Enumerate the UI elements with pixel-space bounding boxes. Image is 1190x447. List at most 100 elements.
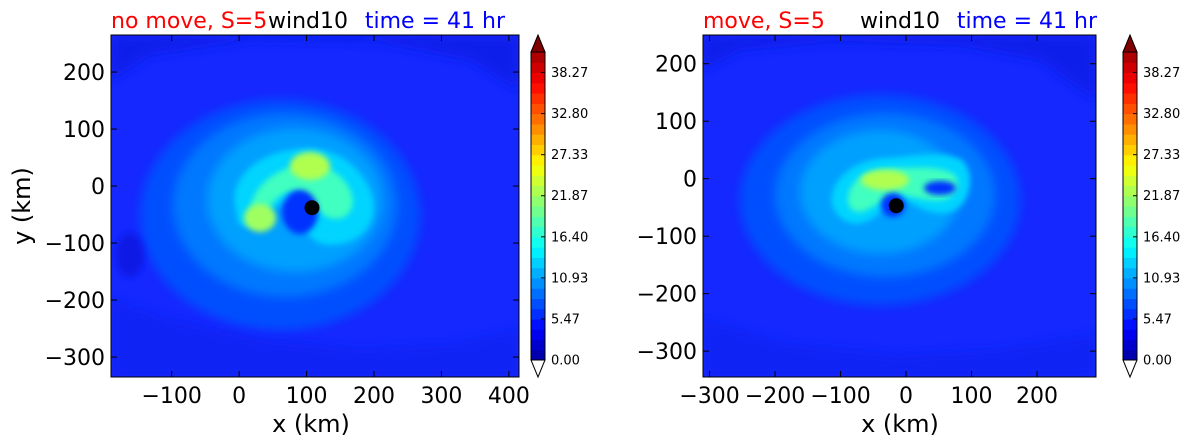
panel2-colorbar-level	[1123, 144, 1137, 156]
panel2-y-tick-label: −100	[637, 225, 697, 250]
panel2-colorbar-level	[1123, 216, 1137, 228]
panel2-title-center: wind10	[860, 9, 940, 34]
panel1-title-left: no move, S=5	[111, 9, 267, 34]
panel1-colorbar-level	[531, 206, 545, 217]
panel1-colorbar-level	[531, 175, 545, 187]
panel1-plot-frame	[110, 34, 520, 378]
panel1-colorbar-level	[531, 123, 545, 135]
panel2-colorbar-level	[1123, 134, 1137, 145]
panel1-y-tick-label: 100	[63, 118, 105, 143]
panel1-colorbar-level	[531, 72, 545, 84]
panel2-colorbar-level	[1123, 206, 1137, 217]
panel2-colorbar-level	[1123, 247, 1137, 258]
panel1-colorbar-level	[531, 277, 545, 289]
panel2-x-tick-label: −300	[679, 384, 739, 409]
panel2-colorbar-tick-label: 5.47	[1143, 312, 1172, 327]
panel1-x-tick-label: 0	[232, 384, 246, 409]
panel2-title-right: time = 41 hr	[957, 9, 1098, 34]
panel1-colorbar: 0.00 5.47 10.93 16.40 21.87 27.33 32.80 38.27	[530, 33, 588, 379]
panel1-colorbar-level	[531, 113, 545, 125]
panel2-x-tick-label: 100	[951, 384, 993, 409]
panel2-colorbar-level	[1123, 123, 1137, 135]
panel1-colorbar-level	[531, 62, 545, 74]
panel2-colorbar-tick-label: 16.40	[1143, 230, 1180, 245]
panel2-colorbar-level	[1123, 154, 1137, 166]
panel2-colorbar-level	[1123, 257, 1137, 269]
panel2-colorbar-level	[1123, 318, 1137, 330]
panel1-colorbar-level	[531, 216, 545, 228]
panel1-colorbar-tick-label: 5.47	[551, 312, 580, 327]
panel1-colorbar-level	[531, 52, 545, 63]
panel2-colorbar-level	[1123, 195, 1137, 207]
panel1-y-tick-label: −100	[45, 232, 105, 257]
panel1-colorbar-level	[531, 329, 545, 341]
panel2-wind-field	[703, 35, 1096, 377]
panel2-colorbar-level	[1123, 52, 1137, 63]
panel2-colorbar-level	[1123, 82, 1137, 94]
panel2-colorbar-tick-label: 32.80	[1143, 107, 1180, 122]
panel2-colorbar-level	[1123, 288, 1137, 299]
panel1-colorbar-level	[531, 195, 545, 207]
panel1-colorbar-level	[531, 185, 545, 197]
panel2-colorbar-level	[1123, 236, 1137, 248]
panel1-x-tick-label: 100	[286, 384, 328, 409]
panel2-colorbar-level	[1123, 113, 1137, 125]
panel2-colorbar-level	[1123, 329, 1137, 341]
panel1-colorbar-level	[531, 318, 545, 330]
panel2-colorbar-frame	[1122, 51, 1138, 361]
panel1-colorbar-level	[531, 82, 545, 94]
panel2-x-axis-label: x (km)	[861, 410, 939, 438]
panel1-x-tick-label: 400	[488, 384, 530, 409]
panel1-wind-field	[111, 35, 519, 377]
panel2-colorbar-level	[1123, 93, 1137, 104]
panel1-colorbar-level	[531, 288, 545, 299]
panel2-colorbar-tick-label: 27.33	[1143, 148, 1180, 163]
panel1-colorbar-level	[531, 298, 545, 310]
panel2-title-left: move, S=5	[703, 9, 825, 34]
panel1-colorbar-tick-label: 16.40	[551, 230, 588, 245]
panel2-colorbar-level	[1123, 226, 1137, 238]
panel1-colorbar-level	[531, 93, 545, 104]
panel2-storm-center-marker	[888, 198, 904, 214]
panel1-y-tick-label: 0	[91, 175, 105, 200]
panel1-colorbar-tick-label: 27.33	[551, 148, 588, 163]
panel1-colorbar-level	[531, 308, 545, 320]
panel1-title-right: time = 41 hr	[365, 9, 506, 34]
panel1-colorbar-tick-label: 38.27	[551, 66, 588, 81]
panel1-colorbar-tick-label: 21.87	[551, 189, 588, 204]
panel2-x-tick-label: 200	[1016, 384, 1058, 409]
panel1-colorbar-level	[531, 226, 545, 238]
panel2-colorbar-level	[1123, 72, 1137, 84]
panel1-colorbar-extend-max	[530, 33, 546, 53]
panel1-x-axis-label: x (km)	[272, 410, 350, 438]
panel1-colorbar-extend-min	[530, 359, 546, 379]
panel1-axes: −100 0 100 200 300 400 200 100 0 −100 −200 −300	[45, 35, 530, 409]
panel2-colorbar-level	[1123, 277, 1137, 289]
panel2-colorbar-level	[1123, 62, 1137, 74]
panel2-x-tick-label: −200	[745, 384, 805, 409]
panel1-colorbar-level	[531, 339, 545, 351]
panel1-colorbar-level	[531, 247, 545, 258]
panel2-colorbar-level	[1123, 103, 1137, 115]
panel1-colorbar-level	[531, 134, 545, 145]
panel-move: move, S=5 wind10 time = 41 hr −300 −200 −1…	[637, 9, 1181, 438]
panel1-colorbar-level	[531, 154, 545, 166]
panel2-colorbar-tick-label: 21.87	[1143, 189, 1180, 204]
panel1-x-tick-label: 200	[353, 384, 395, 409]
panel1-y-axis-label: y (km)	[8, 167, 36, 245]
panel1-colorbar-level	[531, 103, 545, 115]
panel1-y-tick-label: −300	[45, 346, 105, 371]
panel2-y-tick-label: −300	[637, 340, 697, 365]
panel2-colorbar-level	[1123, 349, 1137, 361]
panel2-plot-frame	[702, 34, 1097, 378]
panel1-colorbar-level	[531, 144, 545, 156]
panel1-y-tick-label: −200	[45, 289, 105, 314]
panel2-colorbar-level	[1123, 298, 1137, 310]
panel2-colorbar-level	[1123, 339, 1137, 351]
panel2-y-tick-label: 0	[683, 168, 697, 193]
panel1-y-tick-label: 200	[63, 61, 105, 86]
panel2-colorbar-level	[1123, 308, 1137, 320]
panel2-colorbar-tick-label: 38.27	[1143, 66, 1180, 81]
panel2-colorbar-extend-max	[1122, 33, 1138, 53]
